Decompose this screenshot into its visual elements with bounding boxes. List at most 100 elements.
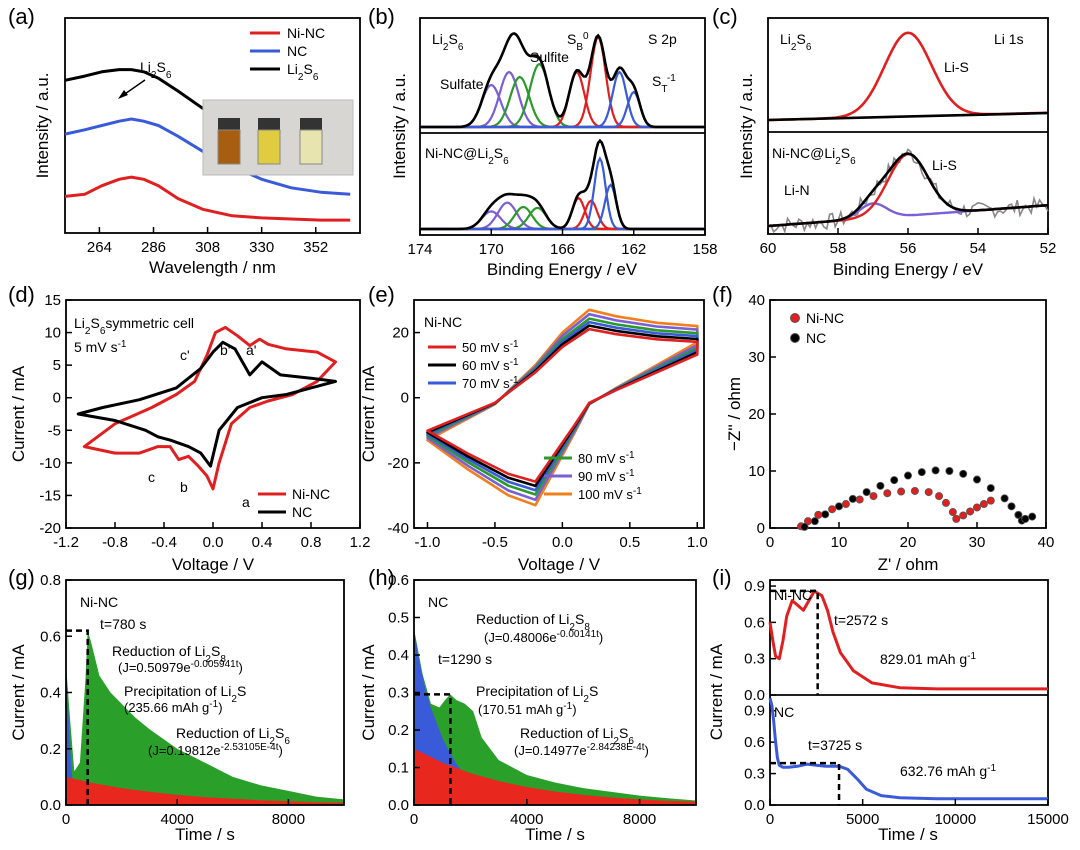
- label-part: (235.66 mAh g: [124, 700, 209, 715]
- label-part: ): [218, 700, 222, 715]
- panel-label: (h): [368, 565, 395, 590]
- peak-label: b: [180, 479, 188, 495]
- panel-label: (d): [8, 282, 35, 307]
- label-part: -1: [633, 486, 642, 497]
- x-axis-label: Time / s: [525, 825, 585, 844]
- label-part: -1: [510, 339, 519, 350]
- label-part: Precipitation of Li: [124, 683, 231, 699]
- panel-label: (a): [8, 4, 35, 29]
- series-line-NC: [768, 697, 1048, 801]
- label: Li2S6: [780, 31, 812, 53]
- x-tick-label: -1.2: [53, 534, 79, 551]
- label-part: 2: [231, 694, 237, 705]
- label: 100 mV s-1: [578, 486, 642, 503]
- label-part: -2.53105E-4t: [221, 742, 279, 753]
- label-part: 2: [613, 736, 619, 747]
- arrow-head: [118, 90, 128, 99]
- label-part: S: [589, 683, 598, 699]
- data-point-NC: [810, 517, 819, 526]
- series-line-Ni-NC: [82, 325, 337, 491]
- y-tick-label: 0.2: [388, 722, 409, 739]
- x-tick-label: 8000: [623, 811, 656, 828]
- y-tick-label: 0.9: [744, 578, 765, 595]
- series-line-Ni-NC: [768, 589, 1048, 691]
- label-part: 70 mV s: [462, 376, 510, 391]
- label-part: 6: [628, 736, 634, 747]
- peak-label: a': [246, 342, 256, 358]
- x-tick-label: 4000: [161, 811, 194, 828]
- x-tick-label: 174: [407, 241, 432, 258]
- data-point-NC: [973, 475, 982, 484]
- label: Precipitation of Li2S: [476, 683, 598, 705]
- label-part: -1: [510, 375, 519, 386]
- label-part: Li: [780, 31, 791, 47]
- label-part: S: [575, 611, 584, 627]
- y-tick-label: 15: [44, 292, 61, 309]
- y-tick-label: -5: [48, 422, 61, 439]
- x-tick-label: 0.8: [301, 534, 322, 551]
- legend-label: Ni-NC: [806, 310, 844, 326]
- label-part: 50 mV s: [462, 340, 510, 355]
- label-part: S: [211, 643, 220, 659]
- data-point-Ni-NC: [924, 488, 933, 497]
- data-point-NC: [959, 469, 968, 478]
- x-axis-label: Binding Energy / eV: [487, 260, 638, 279]
- label-part: Reduction of Li: [520, 725, 613, 741]
- label-part: S: [237, 683, 246, 699]
- y-tick-label: 0.0: [40, 797, 61, 814]
- y-tick-label: 0.6: [744, 734, 765, 751]
- label-part: Li: [140, 59, 151, 75]
- label: 90 mV s-1: [578, 468, 635, 485]
- peak-label: c': [180, 347, 190, 363]
- label-part: -1: [987, 763, 996, 774]
- data-point-Ni-NC: [986, 496, 995, 505]
- label-part: 2: [205, 654, 211, 665]
- panel-title: NC: [774, 704, 794, 720]
- x-tick-label: 10000: [934, 811, 976, 828]
- x-axis-label: Time / s: [175, 825, 235, 844]
- panel-title: Ni-NC: [80, 594, 118, 610]
- label-part: 80 mV s: [578, 451, 626, 466]
- label-part: -2.84238E-4t: [587, 742, 645, 753]
- y-tick-label: -20: [387, 455, 409, 472]
- label-part: (J=0.48006e: [484, 630, 557, 645]
- label: (J=0.14977e-2.84238E-4t): [514, 742, 649, 759]
- label-part: 6: [806, 42, 812, 53]
- x-tick-label: -1.0: [415, 534, 441, 551]
- y-tick-label: 5: [53, 357, 61, 374]
- y-tick-label: -10: [39, 455, 61, 472]
- panel-label: (f): [712, 282, 733, 307]
- y-tick-label: 10: [748, 463, 765, 480]
- data-point-NC: [1007, 502, 1016, 511]
- y-tick-label: 0.3: [388, 685, 409, 702]
- label-part: 2: [85, 326, 91, 337]
- x-tick-label: -0.5: [482, 534, 508, 551]
- label: Li2S6: [287, 61, 319, 83]
- label-part: Ni-NC@Li: [425, 145, 488, 161]
- panel-title: Ni-NC: [774, 587, 812, 603]
- label: 70 mV s-1: [462, 375, 519, 392]
- x-tick-label: 60: [760, 240, 777, 257]
- x-tick-label: 286: [141, 239, 166, 256]
- x-tick-label: 8000: [272, 811, 305, 828]
- data-point-Ni-NC: [948, 508, 957, 517]
- corner-label: S 2p: [648, 31, 677, 47]
- series-line-NC: [76, 340, 337, 468]
- y-axis-label: Current / mA: [9, 644, 28, 741]
- label-part: S: [619, 725, 628, 741]
- label-part: ): [644, 743, 648, 758]
- data-point-NC: [917, 468, 926, 477]
- x-axis-label: Wavelength / nm: [149, 258, 276, 277]
- label: Ni-NC@Li2S6: [772, 145, 856, 167]
- label: Li2S6: [140, 59, 172, 81]
- label: (J=0.19812e-2.53105E-4t): [148, 742, 283, 759]
- panel-title: Ni-NC: [424, 314, 462, 330]
- x-tick-label: 56: [900, 240, 917, 257]
- y-tick-label: 30: [748, 349, 765, 366]
- label-part: 2: [298, 72, 304, 83]
- label-part: S: [494, 145, 503, 161]
- y-tick-label: 0.6: [388, 572, 409, 589]
- data-point-Ni-NC: [897, 487, 906, 496]
- data-point-Ni-NC: [935, 492, 944, 501]
- label-part: 8: [220, 654, 226, 665]
